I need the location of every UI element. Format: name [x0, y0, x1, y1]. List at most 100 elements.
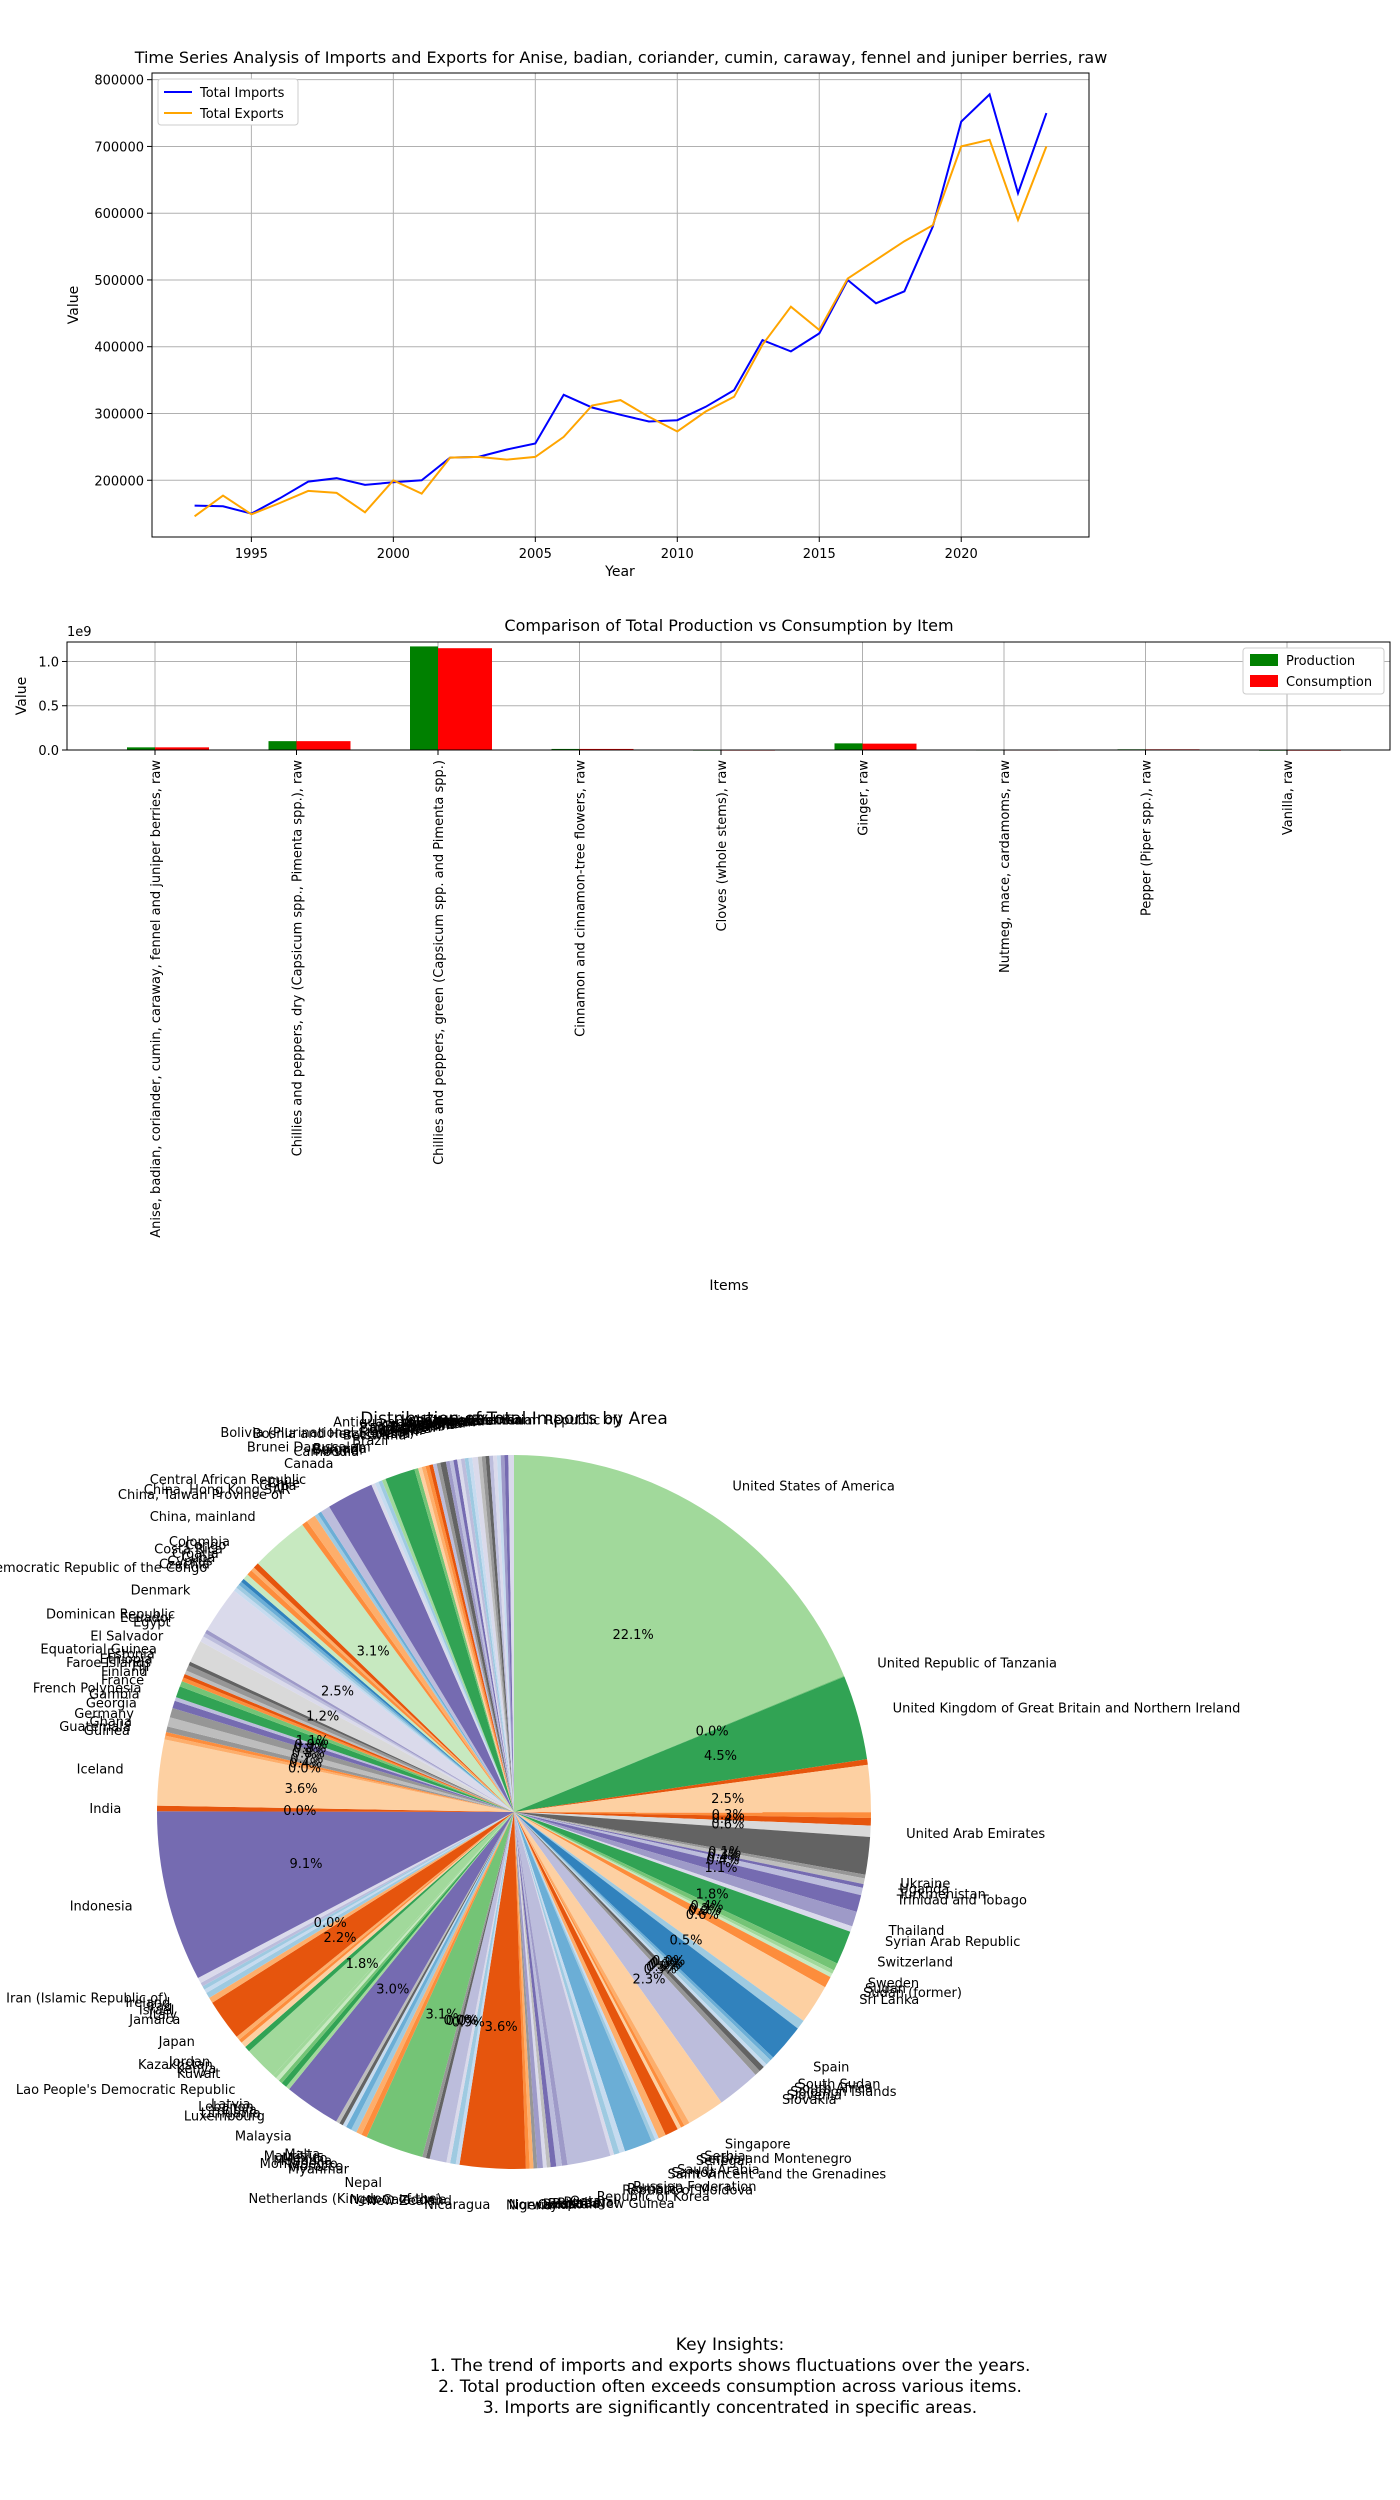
pie-area-label: Nigeria — [506, 2198, 553, 2213]
pie-slice — [514, 1812, 764, 2071]
pie-slice — [514, 1764, 872, 1813]
pie-slice — [249, 1812, 514, 2076]
pie-slice — [336, 1812, 514, 2124]
pie-slice — [514, 1812, 756, 2103]
pie-area-label: Chile — [267, 1477, 300, 1492]
pie-area-label: Yemen — [479, 1414, 523, 1429]
pie-percent-label: 0.0% — [283, 1804, 316, 1819]
pie-slice — [514, 1812, 853, 1932]
pie-slice — [206, 1812, 514, 1998]
bar-consumption — [296, 741, 351, 750]
pie-slice — [514, 1812, 625, 2154]
pie-slice — [477, 1456, 514, 1812]
pie-area-label: Mauritius — [264, 2150, 324, 2165]
pie-area-label: Germany — [74, 1707, 134, 1722]
pie-area-label: Slovakia — [782, 2093, 837, 2108]
pie-percent-label: 1.8% — [346, 1957, 379, 1972]
line-chart-xlabel: Year — [604, 564, 635, 580]
pie-area-label: Zambia — [473, 1414, 522, 1429]
pie-slice — [514, 1812, 530, 2169]
pie-slice — [251, 1567, 514, 1812]
pie-area-label: Bahrain — [391, 1420, 441, 1435]
pie-area-label: Angola — [431, 1415, 476, 1430]
pie-slice — [514, 1812, 666, 2139]
pie-area-label: Belgium — [369, 1424, 422, 1439]
pie-percent-label: 0.0% — [652, 1954, 685, 1969]
pie-slice — [457, 1458, 514, 1812]
insight-line-3: 3. Imports are significantly concentrate… — [482, 2398, 978, 2418]
pie-slice — [306, 1515, 514, 1812]
pie-slice — [212, 1812, 514, 2037]
pie-slice — [514, 1812, 833, 1978]
pie-area-label: Saudi Arabia — [677, 2163, 760, 2178]
pie-slice — [356, 1812, 514, 2135]
pie-slice — [504, 1455, 514, 1812]
pie-area-label: Serbia — [704, 2150, 745, 2165]
pie-area-label: Guinea — [84, 1724, 130, 1739]
pie-slice — [455, 1812, 514, 2165]
bar-chart-grid — [67, 642, 1390, 751]
pie-area-label: Central African Republic — [150, 1473, 306, 1488]
pie-slice — [289, 1812, 514, 2122]
line-x-tick-label: 2010 — [661, 547, 694, 562]
bar-chart-scale-label: 1e9 — [67, 625, 92, 640]
pie-slice — [421, 1466, 514, 1812]
pie-slice — [366, 1812, 514, 2157]
pie-slice — [514, 1812, 831, 1988]
pie-slice — [460, 1458, 514, 1812]
pie-area-label: Singapore — [725, 2137, 791, 2152]
line-chart-grid — [152, 73, 1089, 537]
pie-area-label: Samoa — [671, 2166, 716, 2181]
pie-area-label: Luxembourg — [184, 2110, 265, 2125]
bar-category-label: Chillies and peppers, dry (Capsicum spp.… — [291, 760, 306, 1157]
pie-area-label: China, Hong Kong SAR — [144, 1483, 291, 1498]
pie-percent-label: 22.1% — [612, 1628, 653, 1643]
pie-slice — [514, 1812, 863, 1896]
pie-area-label: Armenia — [407, 1417, 462, 1432]
pie-percent-label: 0.3% — [708, 1848, 741, 1863]
pie-slice — [514, 1812, 871, 1826]
pie-area-label: Brazil — [352, 1434, 388, 1449]
pie-slice — [351, 1812, 514, 2133]
pie-slice — [514, 1812, 678, 2136]
bar-category-label: Cinnamon and cinnamon-tree flowers, raw — [574, 760, 589, 1037]
pie-slice — [514, 1812, 611, 2165]
pie-area-label: Jamaica — [128, 2013, 180, 2028]
pie-slice — [233, 1587, 514, 1812]
pie-area-label: Botswana — [343, 1428, 407, 1443]
pie-slice — [514, 1812, 568, 2166]
pie-slice — [449, 1460, 514, 1812]
pie-slice — [361, 1812, 514, 2138]
pie-slice — [514, 1812, 798, 2058]
pie-slice — [188, 1661, 515, 1812]
pie-slice — [496, 1455, 514, 1812]
pie-area-label: Mongolia — [273, 2154, 332, 2169]
pie-area-label: Republic of Korea — [597, 2190, 710, 2205]
pie-percent-label: 2.3% — [632, 1972, 665, 1987]
pie-slice — [172, 1700, 514, 1812]
pie-area-label: Venezuela (Bolivarian Republic of) — [400, 1413, 622, 1428]
pie-area-label: Qatar — [570, 2195, 607, 2210]
pie-area-label: Lao People's Democratic Republic — [16, 2083, 236, 2098]
pie-slice — [371, 1483, 514, 1812]
pie-area-label: Cuba — [182, 1551, 216, 1566]
pie-slice — [374, 1481, 514, 1812]
pie-slice — [514, 1812, 767, 2068]
pie-slice — [156, 1811, 515, 1978]
pie-slice — [436, 1462, 514, 1812]
bar-consumption — [155, 747, 209, 750]
pie-slice — [179, 1681, 514, 1812]
pie-slice — [202, 1812, 515, 1990]
pie-area-label: Sweden — [868, 1976, 919, 1991]
pie-slice — [514, 1812, 557, 2168]
pie-area-label: Antigua and Barbuda — [333, 1416, 471, 1431]
pie-slice — [514, 1455, 844, 1812]
pie-area-label: Argentina — [402, 1416, 465, 1431]
pie-slice — [181, 1677, 514, 1812]
pie-area-label: Denmark — [131, 1584, 191, 1599]
insight-line-2: 2. Total production often exceeds consum… — [438, 2377, 1022, 2397]
bar-legend-label: Consumption — [1286, 675, 1372, 690]
pie-percent-label: 9.1% — [289, 1857, 322, 1872]
pie-area-label: Dominican Republic — [46, 1607, 175, 1622]
pie-slice — [514, 1812, 871, 1837]
